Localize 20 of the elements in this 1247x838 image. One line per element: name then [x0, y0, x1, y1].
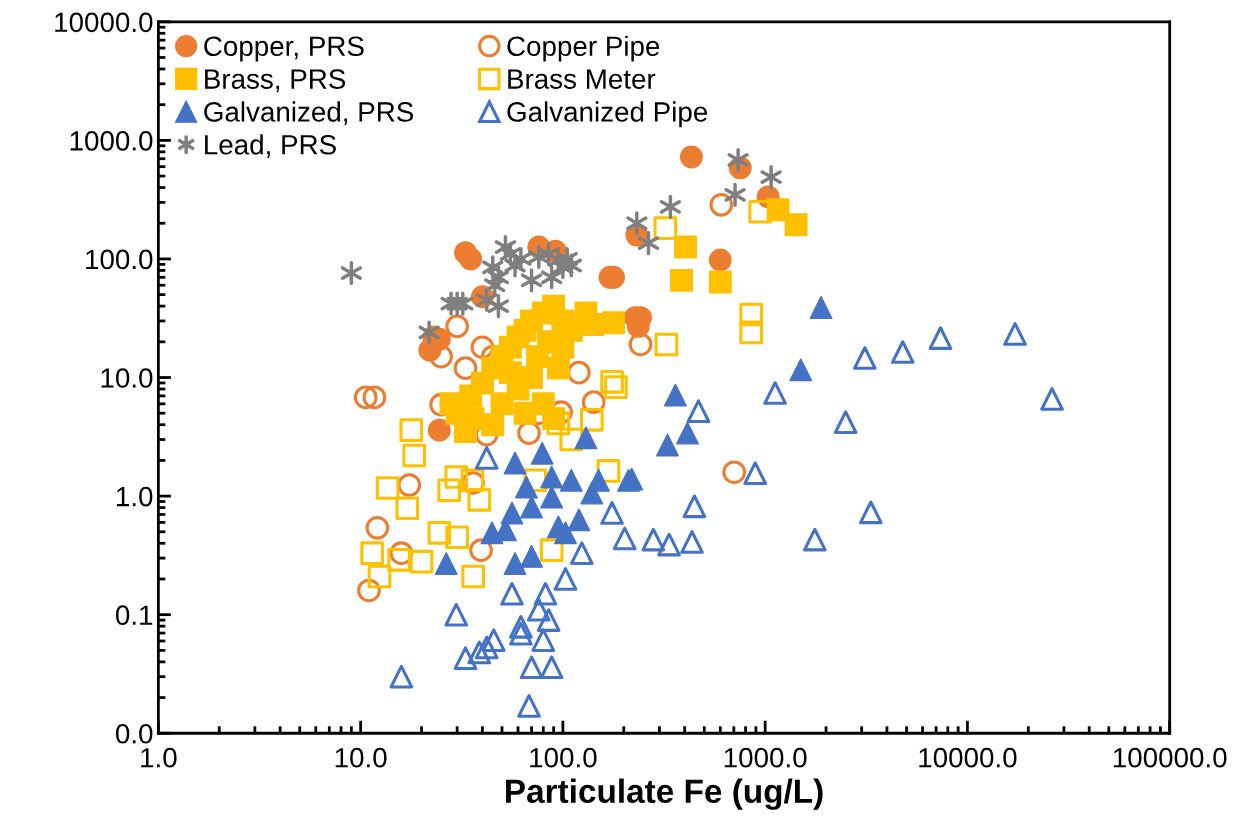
x-axis-title: Particulate Fe (ug/L)	[506, 778, 823, 810]
x-tick-label: 100.0	[530, 747, 597, 768]
x-tick-label: 1000.0	[724, 747, 807, 768]
y-tick-label: 1.0	[117, 486, 153, 507]
y-tick-label: 10.0	[101, 368, 153, 388]
legend-label: Brass, PRS	[205, 69, 346, 93]
x-tick-label: 1.0	[141, 747, 177, 768]
legend-label: Copper Pipe	[507, 35, 660, 62]
legend-label: Galvanized Pipe	[507, 101, 708, 128]
x-tick-label: 10.0	[335, 747, 387, 768]
legend-label: Copper, PRS	[204, 36, 364, 62]
legend-label: Galvanized, PRS	[204, 101, 414, 126]
y-tick-label: 0.0	[115, 723, 153, 744]
y-tick-label: 10000.0	[55, 12, 153, 33]
y-tick-label: 100.0	[86, 249, 153, 270]
x-tick-label: 10000.0	[919, 747, 1017, 768]
x-tick-label: 100000.0	[1113, 747, 1227, 768]
y-tick-label: 0.1	[115, 605, 153, 626]
y-tick-label: 1000.0	[70, 131, 153, 151]
legend-label: Brass Meter	[508, 69, 656, 89]
